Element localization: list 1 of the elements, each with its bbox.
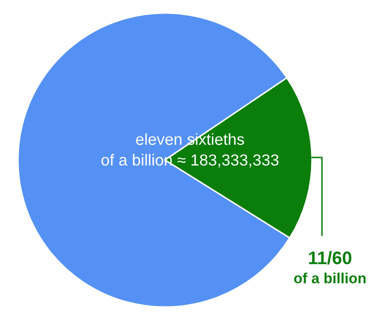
slice-label: 11/60 of a billion — [294, 251, 366, 284]
